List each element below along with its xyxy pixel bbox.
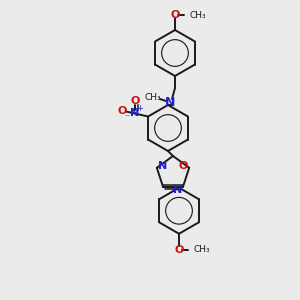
- Text: N: N: [130, 109, 140, 118]
- Text: N: N: [173, 185, 183, 195]
- Text: ⁻: ⁻: [124, 113, 130, 124]
- Text: CH₃: CH₃: [145, 94, 161, 103]
- Text: N: N: [165, 95, 175, 109]
- Text: +: +: [136, 104, 143, 113]
- Text: O: O: [174, 245, 184, 255]
- Text: O: O: [170, 10, 180, 20]
- Text: CH₃: CH₃: [193, 245, 210, 254]
- Text: N: N: [158, 161, 167, 171]
- Text: O: O: [117, 106, 127, 116]
- Text: CH₃: CH₃: [189, 11, 206, 20]
- Text: O: O: [130, 95, 140, 106]
- Text: O: O: [178, 161, 188, 171]
